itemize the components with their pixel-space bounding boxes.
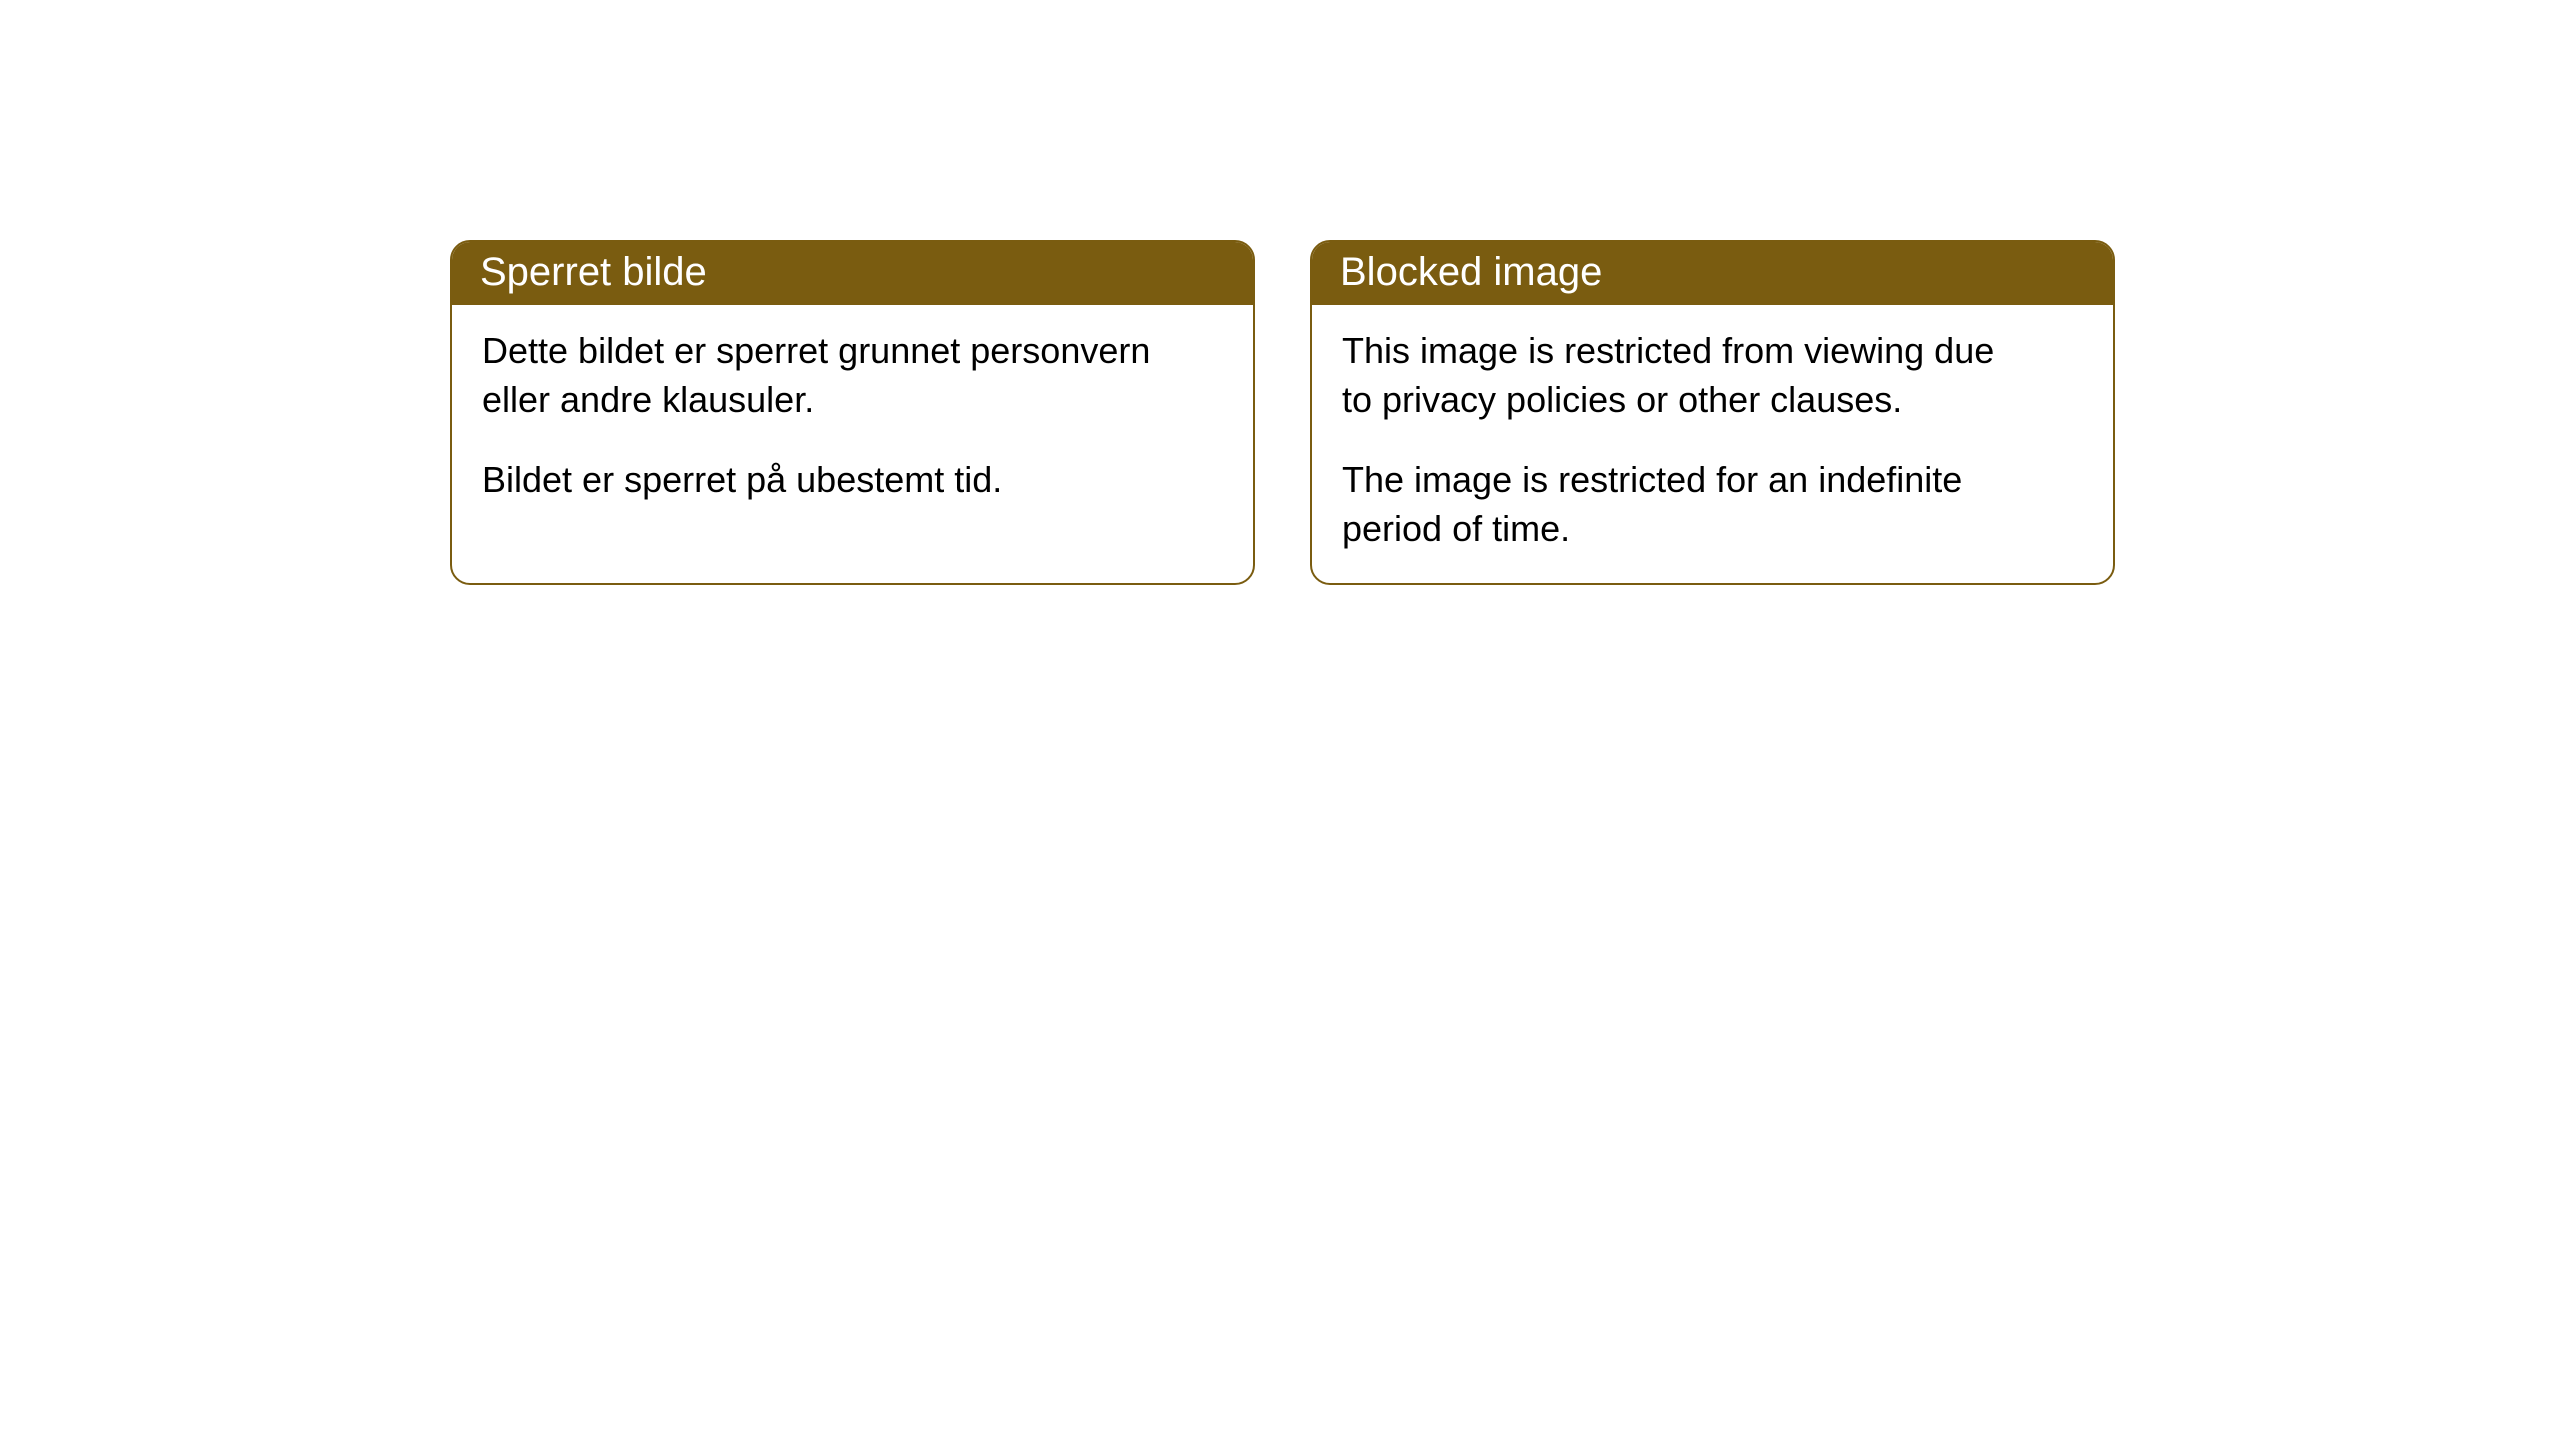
notice-cards-row: Sperret bilde Dette bildet er sperret gr… <box>450 240 2115 585</box>
card-paragraph: The image is restricted for an indefinit… <box>1342 456 2083 553</box>
blocked-image-card-en: Blocked image This image is restricted f… <box>1310 240 2115 585</box>
blocked-image-card-no: Sperret bilde Dette bildet er sperret gr… <box>450 240 1255 585</box>
card-title: Blocked image <box>1312 242 2113 305</box>
card-body: This image is restricted from viewing du… <box>1312 305 2113 583</box>
card-body: Dette bildet er sperret grunnet personve… <box>452 305 1253 535</box>
card-paragraph: This image is restricted from viewing du… <box>1342 327 2083 424</box>
card-title: Sperret bilde <box>452 242 1253 305</box>
card-paragraph: Bildet er sperret på ubestemt tid. <box>482 456 1223 505</box>
card-paragraph: Dette bildet er sperret grunnet personve… <box>482 327 1223 424</box>
